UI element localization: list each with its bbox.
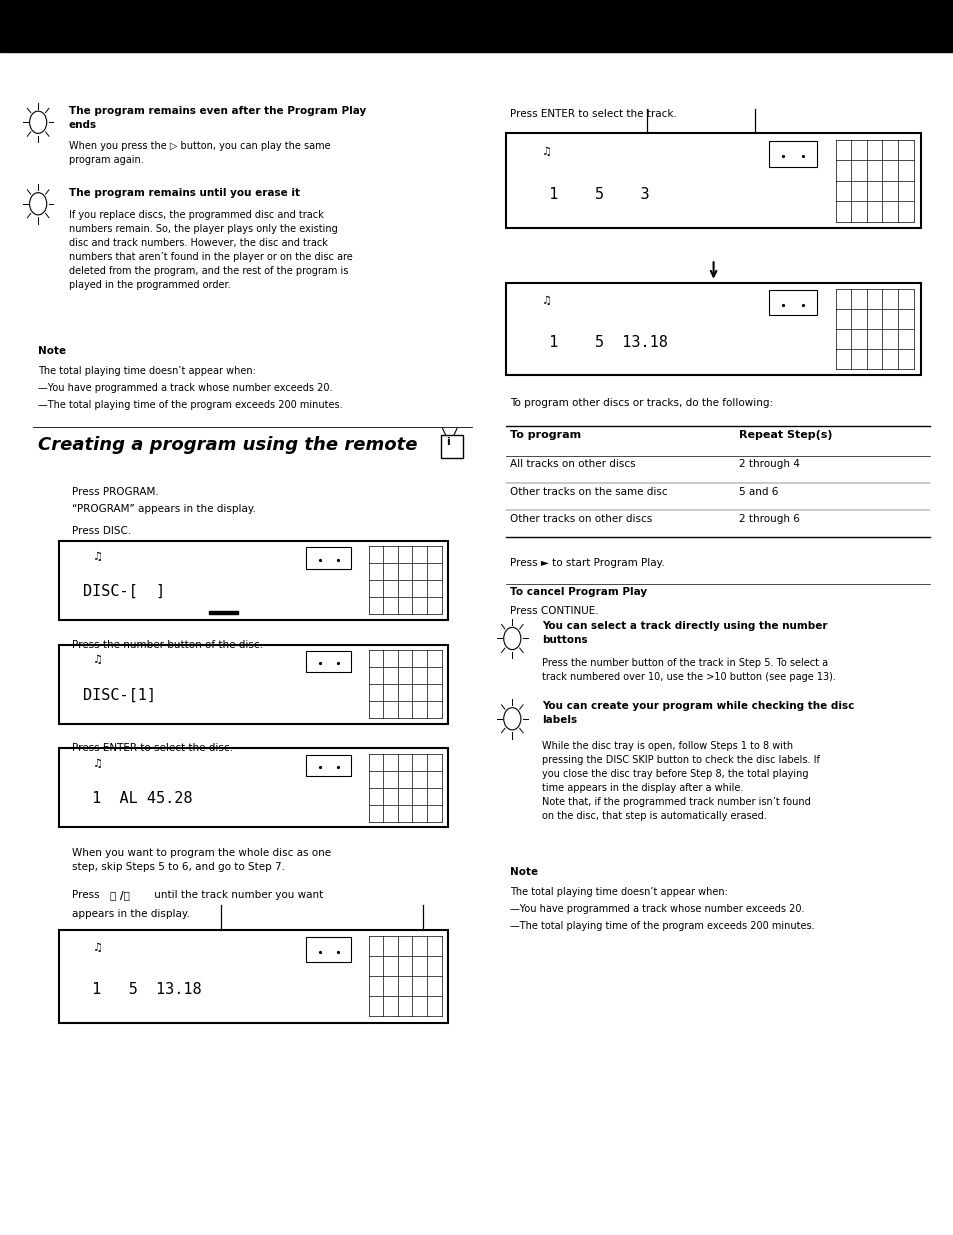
Text: 2 through 4: 2 through 4 <box>739 459 800 469</box>
Text: until the track number you want: until the track number you want <box>151 890 323 900</box>
FancyBboxPatch shape <box>306 547 351 568</box>
Text: Press CONTINUE.: Press CONTINUE. <box>510 606 598 616</box>
Circle shape <box>30 111 47 133</box>
Text: appears in the display.: appears in the display. <box>71 909 190 919</box>
Text: The program remains even after the Program Play
ends: The program remains even after the Progr… <box>69 106 366 130</box>
Text: Note: Note <box>510 867 537 877</box>
Text: —You have programmed a track whose number exceeds 20.: —You have programmed a track whose numbe… <box>38 383 333 393</box>
Text: Press DISC.: Press DISC. <box>71 526 131 536</box>
Text: ♫: ♫ <box>93 656 103 666</box>
Text: 5 and 6: 5 and 6 <box>739 487 778 496</box>
Text: You can select a track directly using the number
buttons: You can select a track directly using th… <box>541 621 826 645</box>
Text: —You have programmed a track whose number exceeds 20.: —You have programmed a track whose numbe… <box>510 904 804 914</box>
Circle shape <box>503 627 520 650</box>
FancyBboxPatch shape <box>59 748 448 827</box>
Text: Note: Note <box>38 346 66 356</box>
FancyBboxPatch shape <box>306 937 351 962</box>
Text: 2 through 6: 2 through 6 <box>739 514 800 524</box>
FancyBboxPatch shape <box>768 141 816 167</box>
Text: You can create your program while checking the disc
labels: You can create your program while checki… <box>541 701 853 725</box>
Text: ⏮ /⏭: ⏮ /⏭ <box>110 890 130 900</box>
Bar <box>0 0 953 52</box>
Text: To program: To program <box>510 430 581 440</box>
Text: 1  AL 45.28: 1 AL 45.28 <box>82 792 192 806</box>
Text: Press the number button of the track in Step 5. To select a
track numbered over : Press the number button of the track in … <box>541 658 835 682</box>
Text: Other tracks on other discs: Other tracks on other discs <box>510 514 652 524</box>
Text: While the disc tray is open, follow Steps 1 to 8 with
pressing the DISC SKIP but: While the disc tray is open, follow Step… <box>541 741 819 821</box>
Text: All tracks on other discs: All tracks on other discs <box>510 459 636 469</box>
Text: Press PROGRAM.: Press PROGRAM. <box>71 487 158 496</box>
Text: If you replace discs, the programmed disc and track
numbers remain. So, the play: If you replace discs, the programmed dis… <box>69 210 352 290</box>
FancyBboxPatch shape <box>505 283 920 375</box>
Text: Press the number button of the disc.: Press the number button of the disc. <box>71 640 262 650</box>
Text: 1   5  13.18: 1 5 13.18 <box>82 982 201 997</box>
Text: —The total playing time of the program exceeds 200 minutes.: —The total playing time of the program e… <box>510 921 814 931</box>
Text: ♫: ♫ <box>93 760 103 769</box>
Text: The program remains until you erase it: The program remains until you erase it <box>69 188 299 198</box>
FancyBboxPatch shape <box>59 930 448 1023</box>
Text: Press ENTER to select the disc.: Press ENTER to select the disc. <box>71 743 233 753</box>
Text: The total playing time doesn’t appear when:: The total playing time doesn’t appear wh… <box>510 887 727 897</box>
Text: The total playing time doesn’t appear when:: The total playing time doesn’t appear wh… <box>38 366 255 375</box>
Text: When you want to program the whole disc as one
step, skip Steps 5 to 6, and go t: When you want to program the whole disc … <box>71 848 331 872</box>
Text: i: i <box>446 437 450 447</box>
FancyBboxPatch shape <box>59 645 448 724</box>
Text: Creating a program using the remote: Creating a program using the remote <box>38 436 417 454</box>
FancyBboxPatch shape <box>59 541 448 620</box>
FancyBboxPatch shape <box>306 755 351 776</box>
Text: When you press the ▷ button, you can play the same
program again.: When you press the ▷ button, you can pla… <box>69 141 330 164</box>
Text: “PROGRAM” appears in the display.: “PROGRAM” appears in the display. <box>71 504 255 514</box>
Circle shape <box>503 708 520 730</box>
Text: 1    5  13.18: 1 5 13.18 <box>530 335 667 350</box>
Text: DISC-[  ]: DISC-[ ] <box>82 584 165 599</box>
FancyBboxPatch shape <box>768 290 816 315</box>
Text: ♫: ♫ <box>93 944 103 953</box>
Text: Repeat Step(s): Repeat Step(s) <box>739 430 832 440</box>
Text: 1    5    3: 1 5 3 <box>530 186 648 201</box>
Text: Press ENTER to select the track.: Press ENTER to select the track. <box>510 109 677 119</box>
Text: Other tracks on the same disc: Other tracks on the same disc <box>510 487 667 496</box>
Text: Press ► to start Program Play.: Press ► to start Program Play. <box>510 558 664 568</box>
Text: ♫: ♫ <box>93 552 103 562</box>
Text: To program other discs or tracks, do the following:: To program other discs or tracks, do the… <box>510 398 773 408</box>
FancyBboxPatch shape <box>505 133 920 228</box>
Text: ♫: ♫ <box>541 147 552 157</box>
Text: ♫: ♫ <box>541 296 552 306</box>
FancyBboxPatch shape <box>306 651 351 672</box>
Bar <box>209 611 238 615</box>
FancyBboxPatch shape <box>440 435 462 458</box>
Circle shape <box>30 193 47 215</box>
Text: —The total playing time of the program exceeds 200 minutes.: —The total playing time of the program e… <box>38 400 342 410</box>
Text: Press: Press <box>71 890 102 900</box>
Text: DISC-[1]: DISC-[1] <box>82 688 155 703</box>
Text: To cancel Program Play: To cancel Program Play <box>510 587 647 597</box>
